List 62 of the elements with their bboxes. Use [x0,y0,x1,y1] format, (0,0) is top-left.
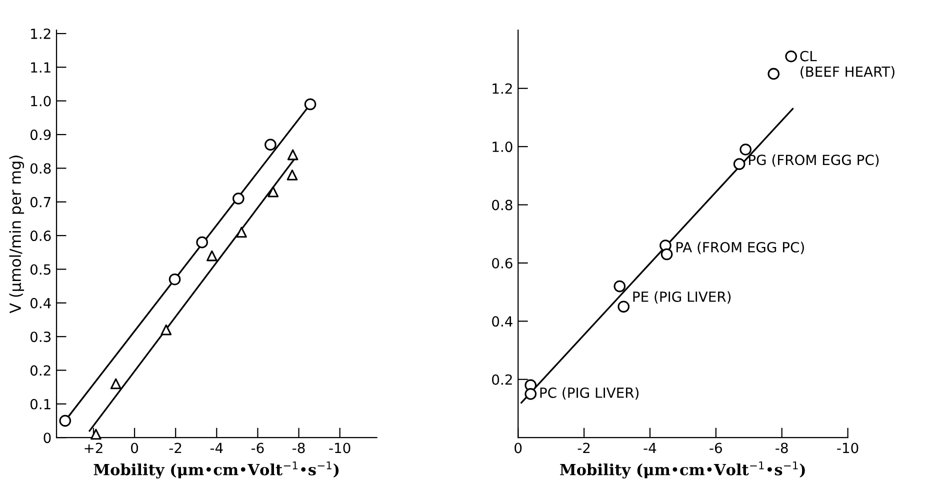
point [614,280,626,292]
point [768,68,780,80]
x-tick-label: -4 [644,442,656,454]
point [286,170,298,180]
x-tick-label: -6 [251,442,264,454]
x-tick-label: -6 [710,442,722,454]
y-tick-label: 1.2 [492,83,512,94]
y-tick-label: 0.6 [492,258,512,268]
y-tick-label: 0.7 [30,196,50,208]
y-tick-label: 0.6 [30,230,51,242]
x-tick-label: 0 [131,442,138,454]
y-tick-label: 0.3 [30,332,51,342]
x-axis-title: Mobility (μm•cm•Volt$^{−1}$•s$^{−1}$) [560,461,805,479]
annotation: PG (FROM EGG PC) [749,154,879,167]
point [287,149,298,160]
y-axis-title: V (μmol/min per mg) [9,156,24,314]
point [304,98,316,110]
annotation: CL (BEEF HEART) [800,50,894,79]
point [168,273,181,286]
y-tick-label: 1.2 [31,28,50,39]
point [90,428,102,440]
point [524,388,537,400]
x-tick-label: -10 [837,442,858,454]
point [236,226,247,238]
point [196,236,208,248]
y-tick-label: 0.9 [30,130,51,140]
annotation: PE (PIG LIVER) [633,291,731,304]
point [264,138,276,151]
x-tick-label: -2 [578,442,590,454]
point [785,50,798,62]
x-tick-label: -8 [292,442,305,454]
x-tick-label: -4 [210,442,223,454]
y-tick-label: 0 [44,432,51,444]
point [740,144,752,156]
y-tick-label: 0.5 [30,264,50,275]
y-tick-label: 0.4 [492,316,512,327]
point [59,414,72,427]
y-tick-label: 1.0 [492,142,512,152]
x-tick-label: -10 [329,442,350,454]
y-tick-label: 0.8 [30,163,51,174]
y-tick-label: 0.1 [30,398,50,410]
point [268,186,279,198]
point [618,300,630,313]
y-tick-label: 1.0 [31,96,51,106]
x-axis-title: Mobility (μm•cm•Volt$^{−1}$•s$^{−1}$) [94,461,339,479]
point [232,192,244,204]
point [110,378,122,390]
point [660,248,673,260]
x-tick-label: -8 [776,442,788,454]
y-tick-label: 0.4 [30,298,51,308]
x-tick-label: -2 [169,442,182,454]
y-tick-label: 1.1 [31,62,50,72]
y-tick-label: 0.2 [492,374,512,385]
x-tick-label: 0 [514,442,522,454]
y-tick-label: 0.2 [30,365,50,376]
point [206,250,218,262]
point [160,324,172,336]
annotation: PA (FROM EGG PC) [676,242,804,254]
annotation: PC (PIG LIVER) [540,387,639,400]
y-tick-label: 0.8 [492,200,512,210]
point [733,158,746,170]
x-tick-label: +2 [84,442,102,454]
